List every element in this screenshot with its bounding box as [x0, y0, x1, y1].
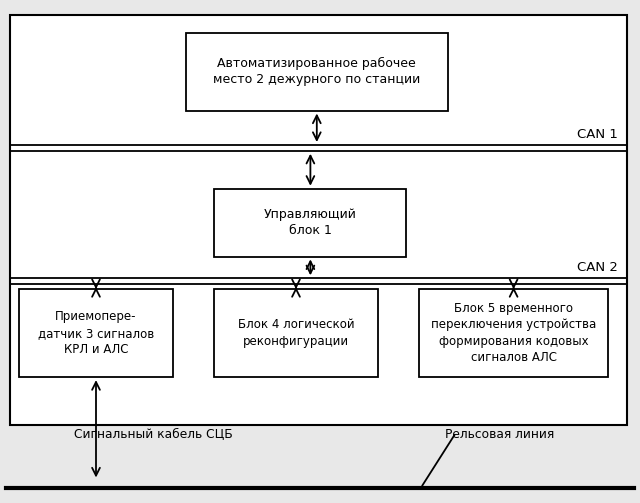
Text: Автоматизированное рабочее
место 2 дежурного по станции: Автоматизированное рабочее место 2 дежур…: [213, 57, 420, 87]
FancyBboxPatch shape: [10, 15, 627, 425]
FancyBboxPatch shape: [186, 33, 448, 111]
FancyBboxPatch shape: [214, 189, 406, 257]
Text: Блок 5 временного
переключения устройства
формирования кодовых
сигналов АЛС: Блок 5 временного переключения устройств…: [431, 302, 596, 365]
Text: Рельсовая линия: Рельсовая линия: [445, 428, 554, 441]
Text: Сигнальный кабель СЦБ: Сигнальный кабель СЦБ: [74, 428, 233, 441]
FancyBboxPatch shape: [19, 289, 173, 377]
Text: CAN 1: CAN 1: [577, 128, 618, 141]
Text: CAN 2: CAN 2: [577, 261, 618, 274]
FancyBboxPatch shape: [419, 289, 608, 377]
Text: Управляющий
блок 1: Управляющий блок 1: [264, 208, 357, 237]
Text: Блок 4 логической
реконфигурации: Блок 4 логической реконфигурации: [237, 318, 355, 348]
Text: Приемопере-
датчик 3 сигналов
КРЛ и АЛС: Приемопере- датчик 3 сигналов КРЛ и АЛС: [38, 310, 154, 356]
FancyBboxPatch shape: [214, 289, 378, 377]
